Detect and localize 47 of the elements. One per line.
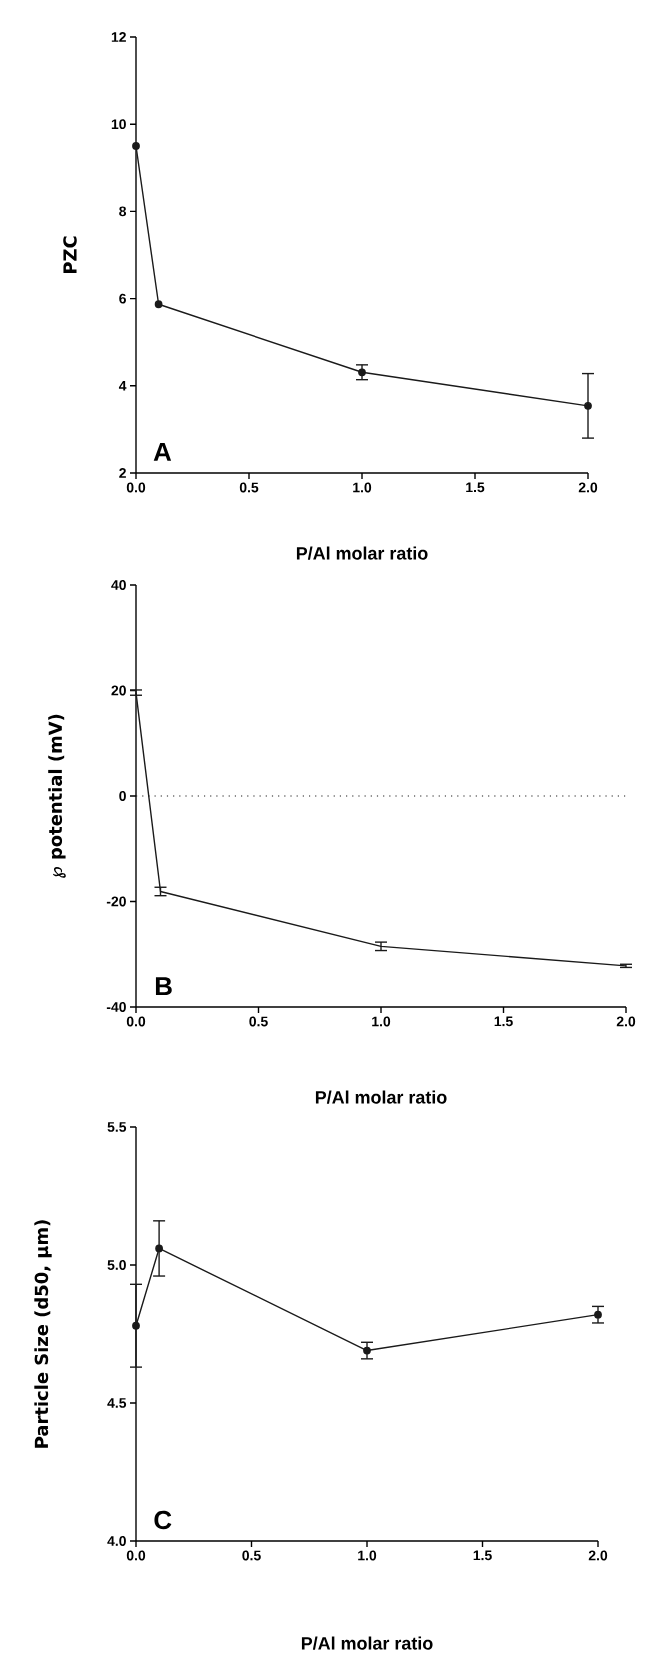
point	[155, 1244, 163, 1253]
point	[584, 401, 592, 410]
y-axis-title: ℘ potential (mV)	[48, 714, 66, 878]
y-tick-label: -40	[106, 1002, 126, 1012]
point	[154, 300, 163, 309]
point	[363, 1346, 371, 1355]
y-tick-label: 0	[119, 791, 126, 801]
x-tick-label: 0.5	[239, 482, 259, 493]
annotation: C	[154, 1510, 172, 1530]
y-tick-label: 4.0	[107, 1536, 126, 1546]
x-axis-title: P/Al molar ratio	[315, 1090, 447, 1104]
y-tick-label: 4.5	[107, 1398, 127, 1408]
x-axis-title: P/Al molar ratio	[301, 1636, 433, 1650]
y-tick-label: 4	[118, 380, 127, 391]
annotation: B	[155, 977, 172, 996]
x-tick-label: 2.0	[578, 482, 598, 493]
y-tick-label: 8	[119, 206, 127, 217]
y-axis-title: PZC	[63, 236, 77, 273]
x-tick-label: 0.0	[126, 1550, 146, 1561]
x-axis-title: P/Al molar ratio	[296, 546, 428, 560]
point	[358, 368, 366, 377]
point	[132, 1321, 140, 1330]
y-tick-label: 20	[111, 685, 126, 696]
y-tick-label: -20	[106, 896, 126, 907]
y-tick-label: 10	[111, 119, 126, 130]
x-tick-label: 1.0	[358, 1550, 377, 1561]
x-tick-label: 0.5	[249, 1016, 268, 1027]
x-tick-label: 0.0	[126, 482, 146, 493]
y-tick-label: 5.0	[107, 1260, 126, 1270]
x-tick-label: 1.5	[473, 1550, 492, 1561]
point	[594, 1310, 602, 1319]
y-tick-label: 6	[119, 293, 126, 304]
x-tick-label: 1.5	[494, 1016, 513, 1027]
x-tick-label: 1.0	[353, 482, 372, 493]
y-axis-title: Particle Size (d50, µm)	[34, 1220, 52, 1448]
y-tick-label: 2	[119, 468, 126, 478]
point	[132, 142, 140, 150]
x-tick-label: 0.0	[126, 1016, 146, 1027]
y-tick-label: 12	[111, 32, 126, 42]
x-tick-label: 0.5	[242, 1550, 261, 1561]
x-tick-label: 1.0	[372, 1016, 391, 1027]
x-tick-label: 2.0	[588, 1550, 608, 1561]
x-tick-label: 2.0	[616, 1016, 636, 1027]
annotation: A	[153, 442, 172, 461]
y-tick-label: 40	[111, 580, 126, 590]
x-tick-label: 1.5	[466, 482, 485, 493]
y-tick-label: 5.5	[107, 1122, 127, 1132]
